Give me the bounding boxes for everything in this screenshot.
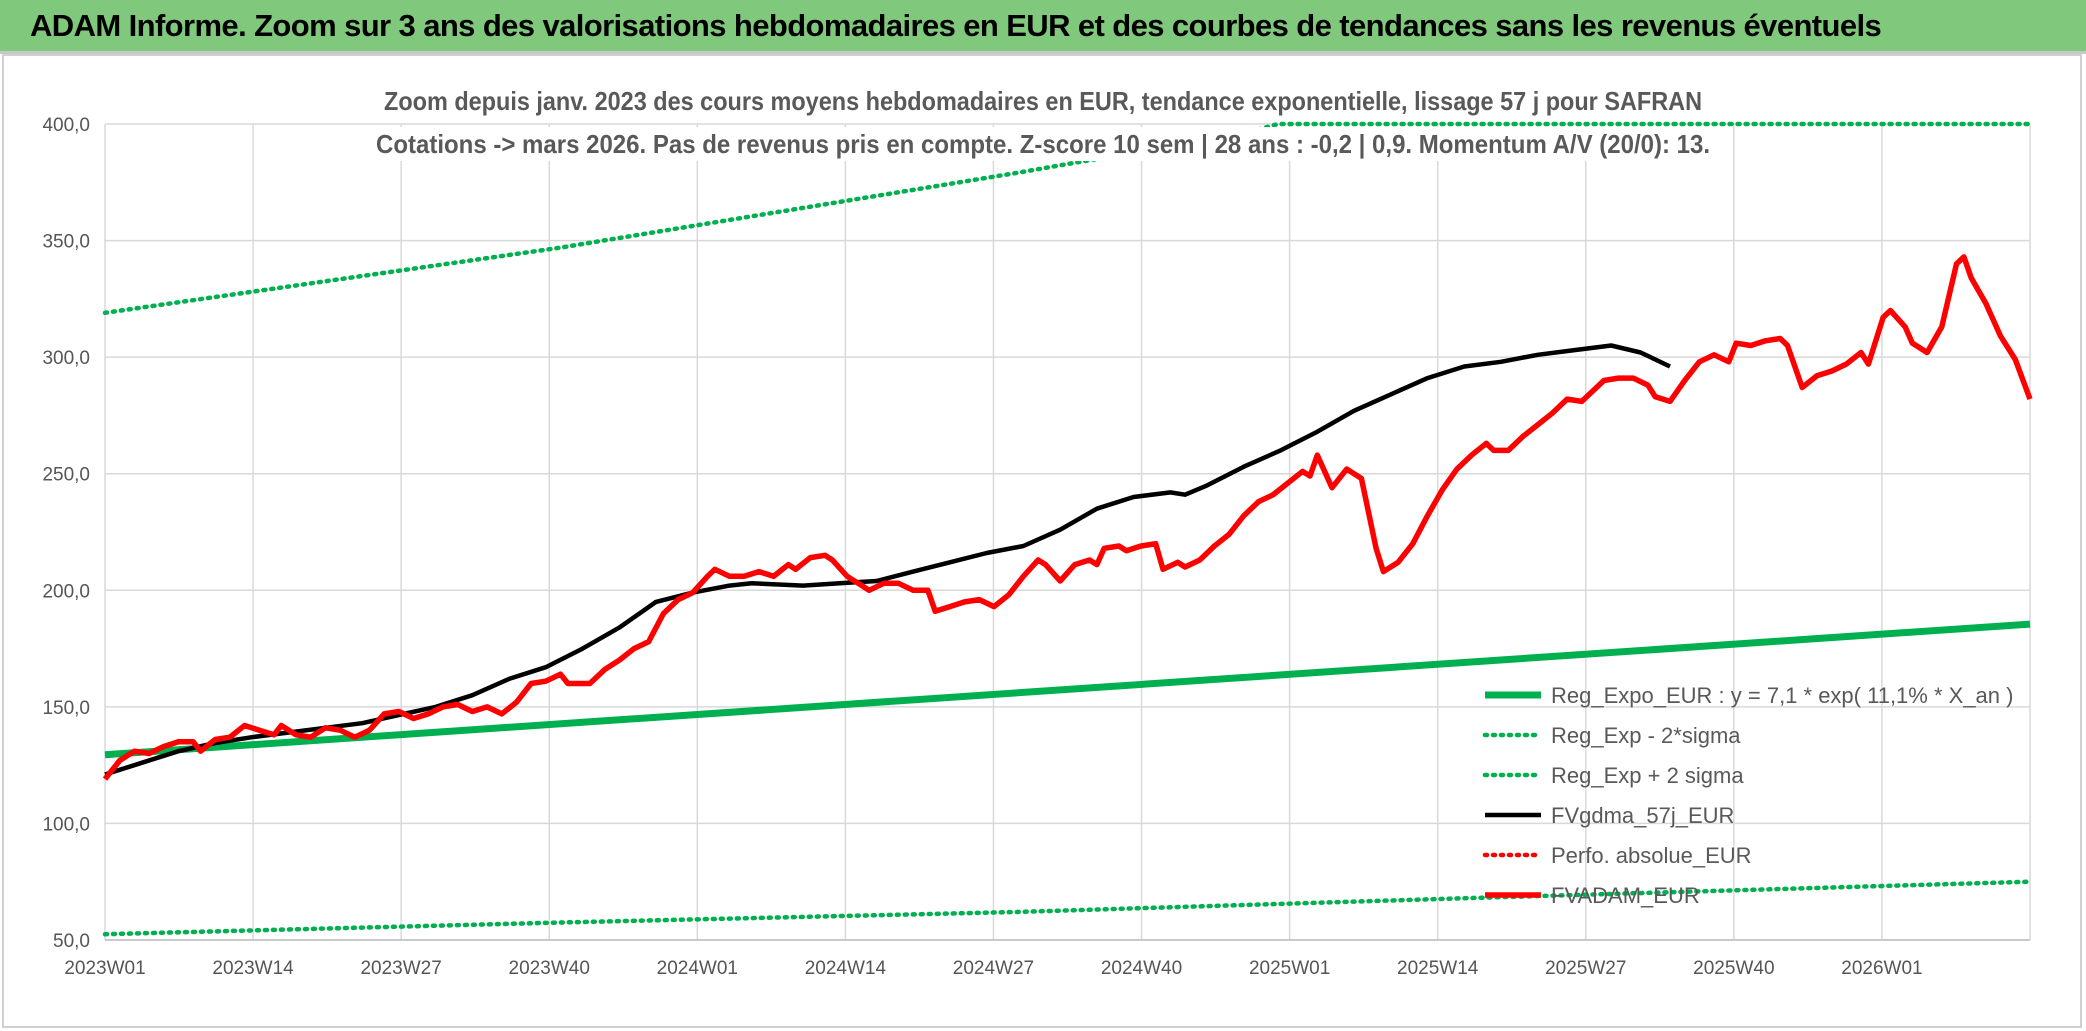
y-tick-label: 350,0 [42, 232, 90, 253]
chart-grid [104, 123, 2031, 941]
x-tick-label: 2023W27 [360, 958, 441, 979]
chart-series [102, 121, 2033, 937]
legend-label: Perfo. absolue_EUR [1551, 843, 1752, 868]
y-tick-label: 150,0 [42, 698, 90, 719]
legend-label: Reg_Exp - 2*sigma [1551, 723, 1741, 748]
y-tick-label: 400,0 [42, 115, 90, 136]
x-tick-label: 2025W27 [1545, 958, 1626, 979]
chart-title-line2: Cotations -> mars 2026. Pas de revenus p… [376, 129, 1710, 159]
title-backdrop [378, 84, 1708, 118]
chart-frame [2, 54, 2082, 1028]
legend-label: Reg_Expo_EUR : y = 7,1 * exp( 11,1% * X_… [1551, 683, 2013, 708]
x-tick-label: 2023W01 [64, 958, 145, 979]
report-banner: ADAM Informe. Zoom sur 3 ans des valoris… [0, 0, 2086, 54]
x-tick-label: 2024W14 [805, 958, 887, 979]
banner-title: ADAM Informe. Zoom sur 3 ans des valoris… [30, 8, 1882, 43]
x-tick-label: 2024W40 [1101, 958, 1182, 979]
y-tick-label: 300,0 [42, 348, 90, 369]
series-line-0 [104, 620, 2031, 759]
x-tick-label: 2023W40 [509, 958, 590, 979]
x-tick-label: 2025W40 [1693, 958, 1774, 979]
series-line-3 [104, 343, 1671, 777]
x-tick-label: 2026W01 [1841, 958, 1922, 979]
x-tick-label: 2025W01 [1249, 958, 1330, 979]
x-tick-label: 2023W14 [212, 958, 294, 979]
y-tick-label: 200,0 [42, 581, 90, 602]
y-axis-ticks: 50,0 100,0 150,0 200,0 250,0 300,0 350,0 400,0 [42, 115, 90, 952]
legend-label: FVgdma_57j_EUR [1551, 803, 1734, 828]
chart-legend: Reg_Expo_EUR : y = 7,1 * exp( 11,1% * X_… [1482, 683, 2013, 908]
series-line-5 [102, 254, 2033, 781]
series-line-2 [102, 121, 2033, 316]
y-tick-label: 50,0 [53, 931, 90, 952]
chart-title-line1: Zoom depuis janv. 2023 des cours moyens … [384, 86, 1702, 116]
title-backdrop [370, 127, 1716, 161]
y-tick-label: 250,0 [42, 465, 90, 486]
x-axis-ticks: 2023W01 2023W14 2023W27 2023W40 2024W01 2024W… [64, 958, 1922, 979]
legend-label: FVADAM_EUR [1551, 883, 1700, 908]
y-tick-label: 100,0 [42, 814, 90, 835]
x-tick-label: 2024W27 [953, 958, 1034, 979]
legend-label: Reg_Exp + 2 sigma [1551, 763, 1744, 788]
series-line-1 [102, 879, 2033, 937]
x-tick-label: 2024W01 [657, 958, 738, 979]
x-tick-label: 2025W14 [1397, 958, 1479, 979]
